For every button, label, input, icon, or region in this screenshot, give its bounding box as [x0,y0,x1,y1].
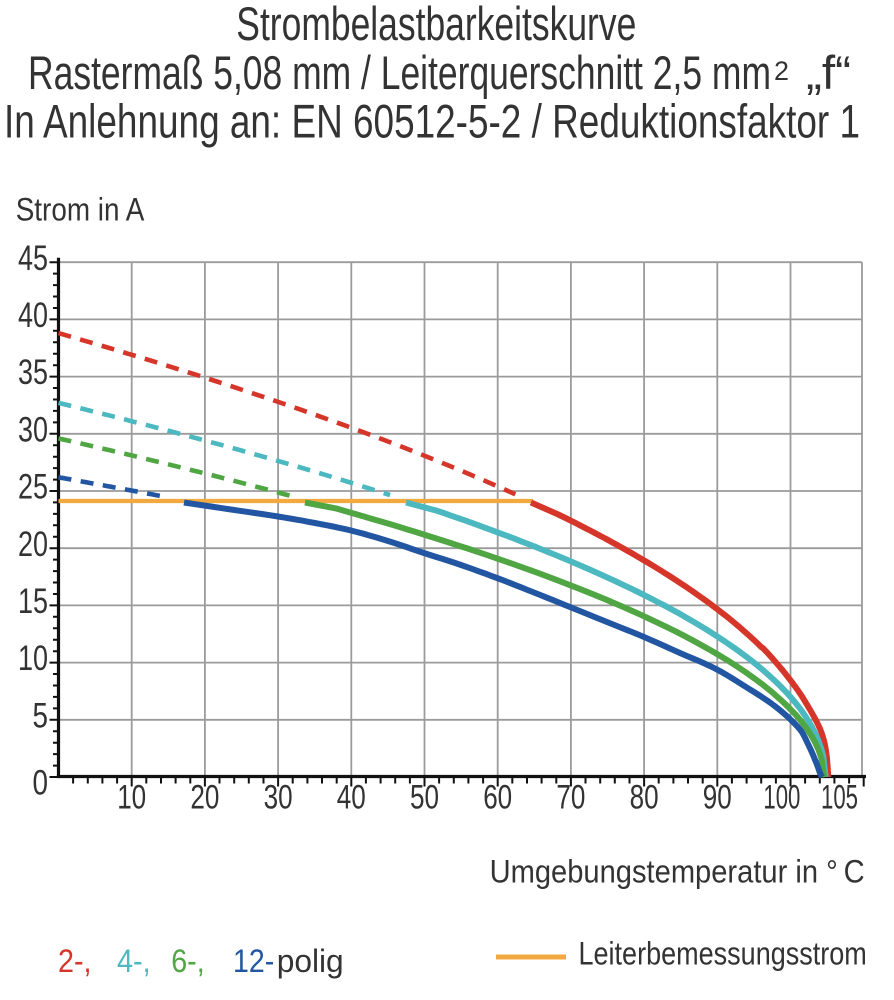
svg-text:20: 20 [18,525,48,564]
svg-text:40: 40 [18,296,48,335]
svg-text:35: 35 [18,353,48,392]
svg-text:Rastermaß 5,08 mm / Leiterquer: Rastermaß 5,08 mm / Leiterquerschnitt 2,… [28,46,771,99]
svg-text:105: 105 [821,779,858,817]
svg-text:25: 25 [18,468,48,507]
svg-text:20: 20 [190,779,219,817]
svg-text:45: 45 [18,239,48,278]
svg-text:Strom in A: Strom in A [16,191,145,227]
svg-text:Umgebungstemperatur in ° C: Umgebungstemperatur in ° C [490,854,865,890]
svg-text:12-: 12- [233,943,274,979]
svg-text:15: 15 [18,582,48,621]
svg-text:60: 60 [483,779,512,817]
svg-text:70: 70 [556,779,585,817]
svg-text:2: 2 [774,56,789,86]
svg-text:30: 30 [264,779,293,817]
svg-text:In Anlehnung an: EN 60512-5-2: In Anlehnung an: EN 60512-5-2 / Reduktio… [4,95,860,148]
svg-text:„f“: „f“ [806,46,851,99]
svg-text:Strombelastbarkeitskurve: Strombelastbarkeitskurve [236,0,636,50]
svg-text:0: 0 [33,764,49,803]
svg-text:80: 80 [630,779,659,817]
svg-text:40: 40 [337,779,366,817]
svg-text:10: 10 [117,779,146,817]
svg-text:30: 30 [18,410,48,449]
svg-text:Leiterbemessungsstrom: Leiterbemessungsstrom [579,936,867,972]
svg-text:90: 90 [703,779,732,817]
svg-text:2-,: 2-, [58,943,92,979]
svg-text:5: 5 [33,696,49,735]
svg-text:polig: polig [277,943,344,979]
svg-text:10: 10 [18,639,48,678]
svg-text:100: 100 [763,779,800,817]
svg-text:50: 50 [410,779,439,817]
svg-text:6-,: 6-, [171,943,205,979]
svg-text:4-,: 4-, [117,943,151,979]
